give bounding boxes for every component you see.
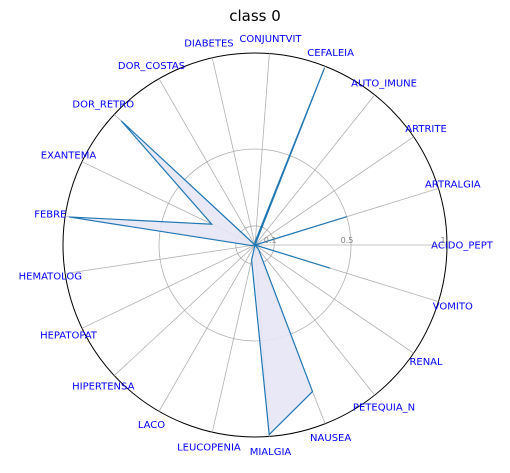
spoke-renal (254, 244, 414, 354)
category-label-renal: RENAL (409, 357, 443, 368)
chart-title: class 0 (229, 7, 281, 25)
category-label-exantema: EXANTEMA (41, 151, 97, 162)
category-label-hipertensa: HIPERTENSA (72, 381, 134, 392)
category-label-artralgia: ARTRALGIA (425, 179, 481, 190)
radial-tick-label: 0.5 (341, 236, 354, 245)
radial-tick-labels: 0.1 0.5 1 (264, 236, 446, 245)
category-label-diabetes: DIABETES (184, 39, 233, 50)
spoke-artrite (254, 136, 414, 246)
category-label-mialgia: MIALGIA (250, 447, 292, 458)
spoke-hepatopat (81, 244, 256, 329)
category-label-acido-pept: ACIDO_PEPT (431, 241, 494, 252)
category-label-dor-costas: DOR_COSTAS (118, 61, 185, 72)
spoke-dor-costas (158, 78, 256, 246)
category-label-hematolog: HEMATOLOG (19, 271, 82, 282)
category-label-auto-imune: AUTO_IMUNE (351, 79, 417, 90)
category-label-leucopenia: LEUCOPENIA (177, 442, 241, 453)
category-label-nausea: NAUSEA (310, 433, 351, 444)
radial-tick-label: 0.1 (264, 236, 277, 245)
category-label-hepatopat: HEPATOPAT (40, 330, 98, 341)
spoke-hipertensa (113, 244, 256, 376)
spoke-auto-imune (254, 94, 376, 246)
spoke-laco (158, 244, 256, 412)
category-label-conjuntvit: CONJUNTVIT (239, 34, 302, 45)
spoke-petequia-n (254, 244, 376, 396)
series-0-area (68, 68, 347, 435)
spoke-conjuntvit (254, 53, 270, 246)
category-label-dor-retro: DOR_RETRO (72, 100, 134, 111)
category-label-artrite: ARTRITE (405, 124, 447, 135)
category-label-laco: LACO (138, 420, 165, 431)
radial-tick-label: 1 (440, 236, 445, 245)
series-layer (68, 67, 347, 436)
spoke-leucopenia (211, 244, 256, 433)
spoke-diabetes (211, 57, 256, 246)
category-label-cefaleia: CEFALEIA (307, 48, 354, 59)
series-0-line (68, 67, 347, 436)
spoke-hematolog (65, 244, 256, 275)
category-label-vomito: VOMITO (433, 302, 473, 313)
category-labels: ACIDO_PEPT ARTRALGIA ARTRITE AUTO_IMUNE CEFA… (19, 34, 494, 458)
category-label-petequia-n: PETEQUIA_N (353, 402, 415, 413)
category-label-febre: FEBRE (34, 210, 66, 221)
